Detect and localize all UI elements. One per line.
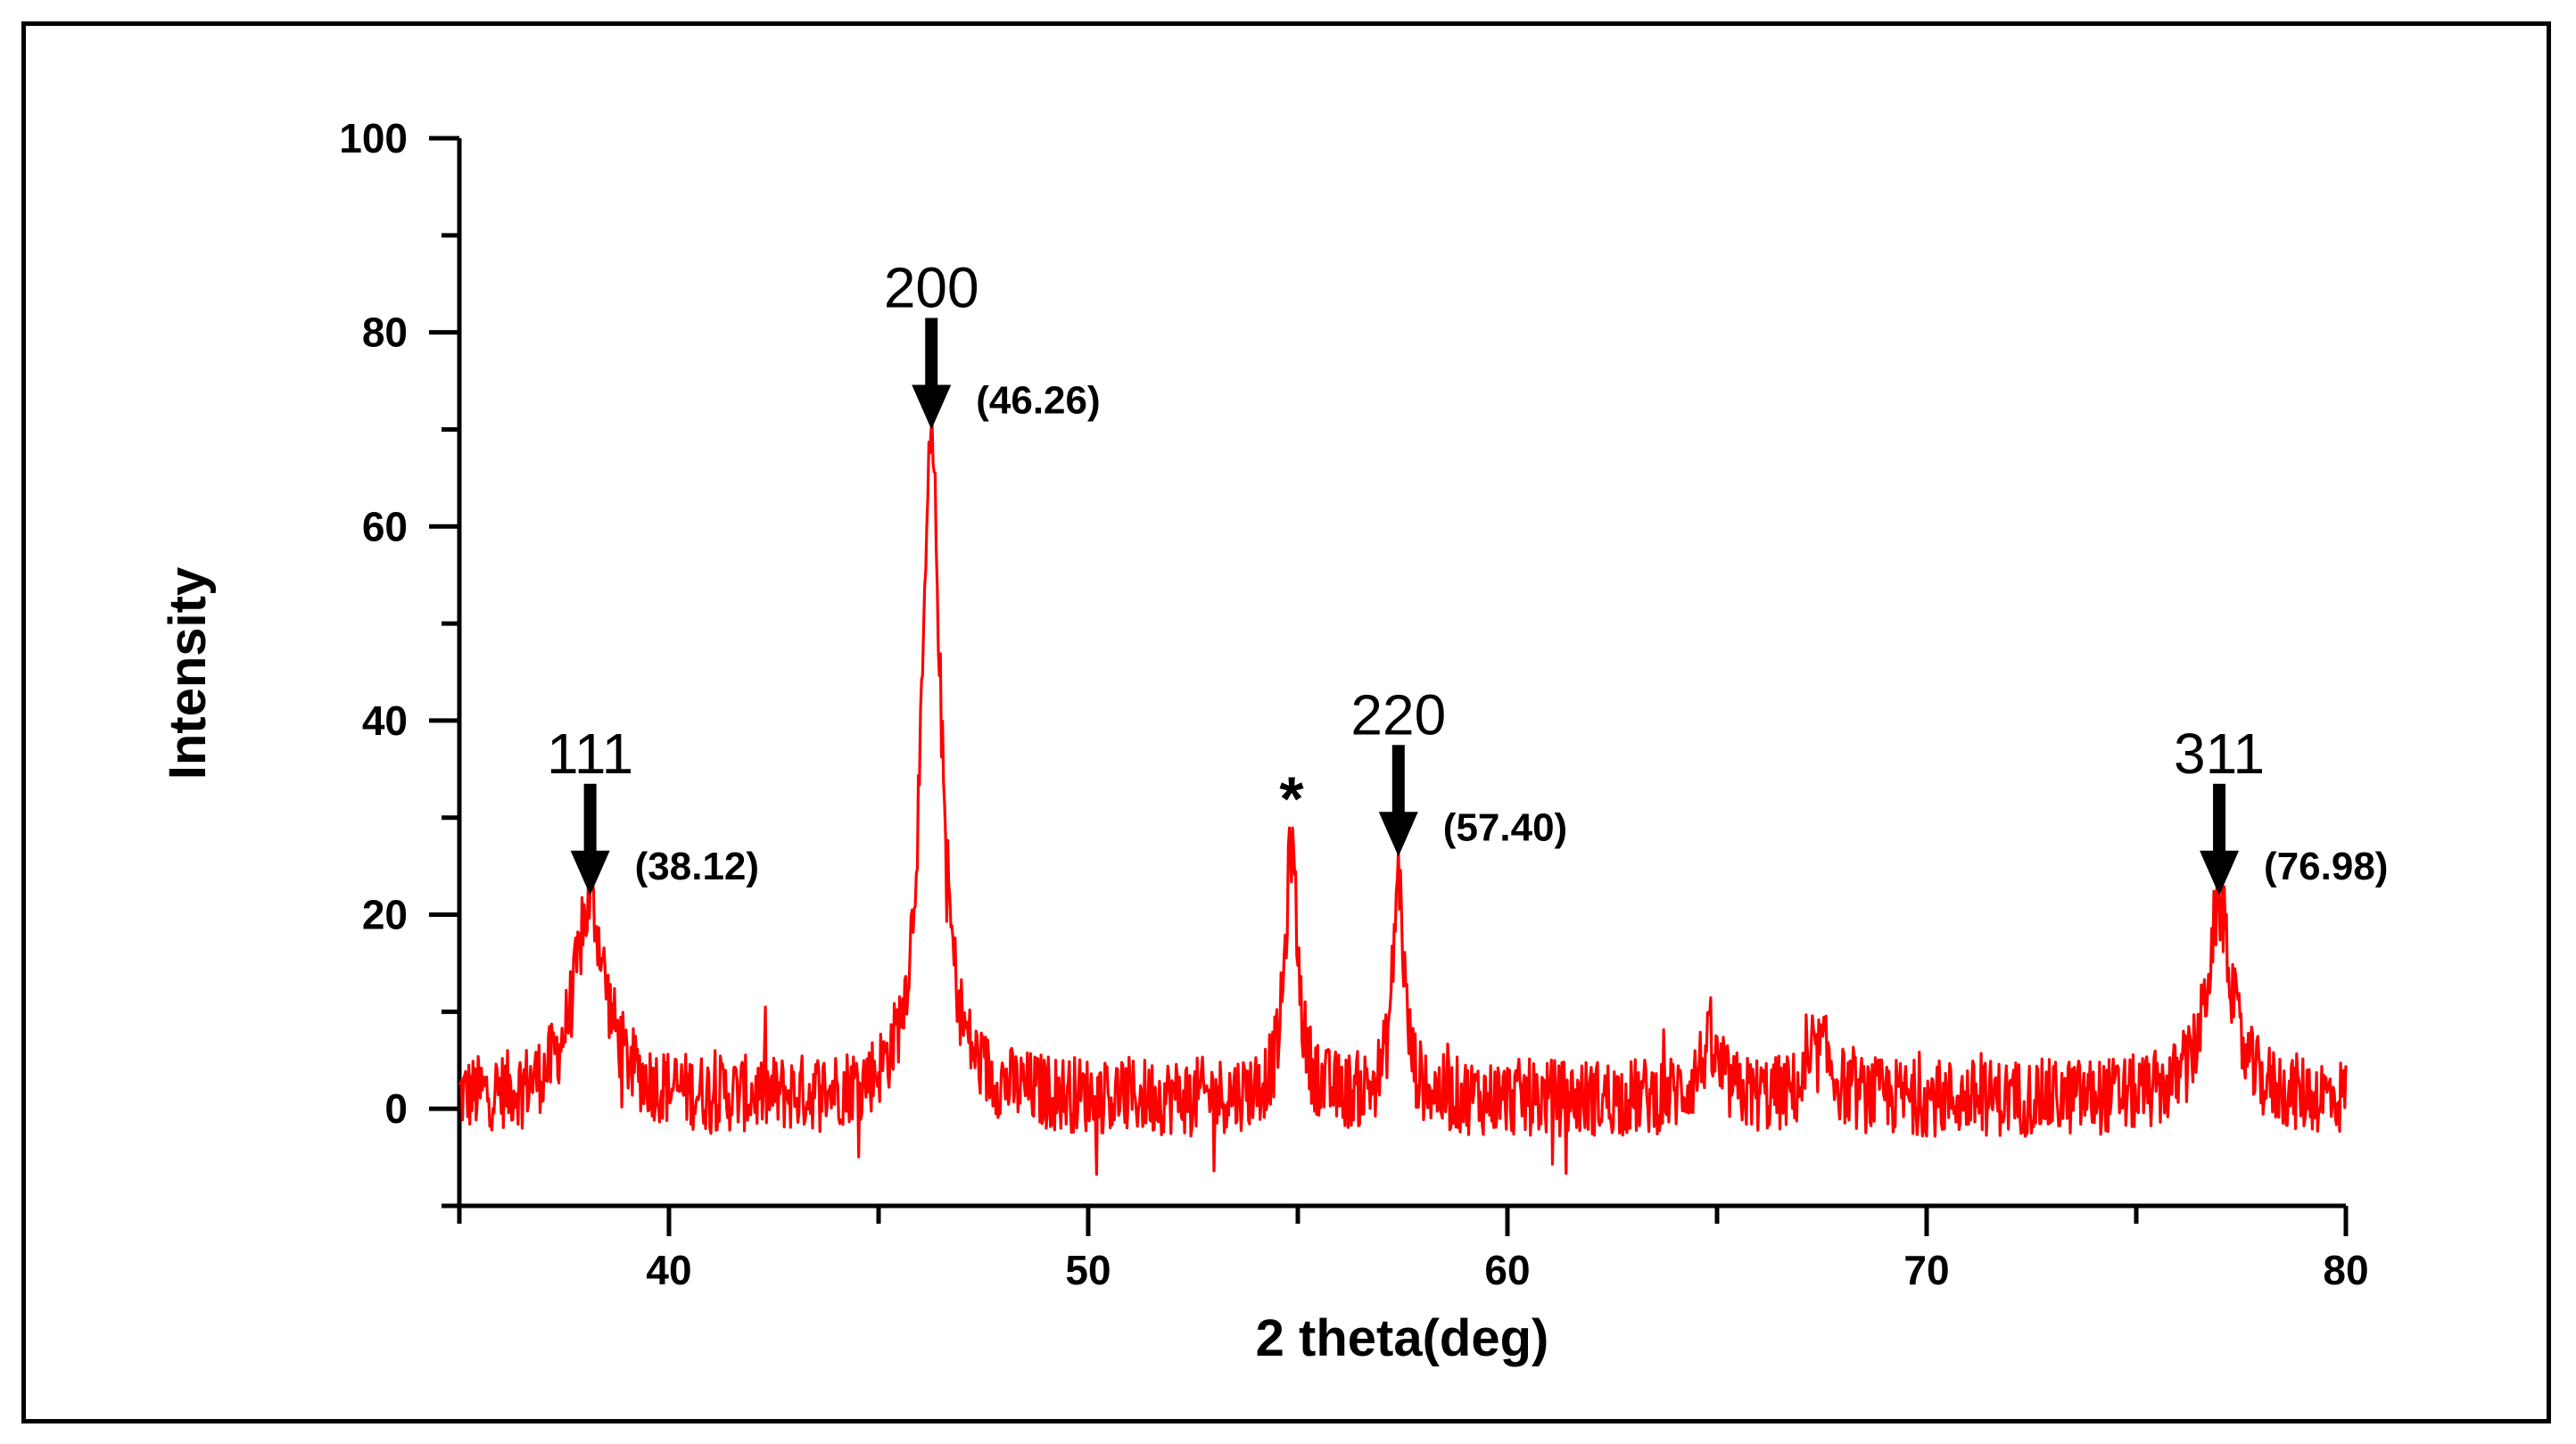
x-tick-label: 60: [1484, 1247, 1530, 1293]
peak-arrow-shaft: [2213, 783, 2226, 855]
series-layer: [458, 417, 2348, 1176]
peak-hkl-label: 111: [547, 722, 633, 786]
peak-hkl-label: 200: [884, 255, 979, 319]
peak-arrow-head: [1378, 812, 1418, 857]
peak-star-label: *: [1279, 764, 1304, 834]
peak-arrow-shaft: [1391, 745, 1405, 817]
annotation-layer: 111 (38.12) 200 (46.26) * 220 (57.40) 311 (76.98…: [547, 255, 2388, 895]
x-axis-title: 2 theta(deg): [1256, 1309, 1549, 1367]
peak-arrow-head: [2200, 850, 2240, 895]
x-tick-label: 70: [1903, 1247, 1949, 1293]
peak-position-label: (76.98): [2264, 845, 2388, 888]
peak-arrow-head: [912, 384, 952, 430]
peak-hkl-label: 311: [2174, 722, 2265, 786]
peak-arrow-shaft: [583, 783, 597, 855]
peak-position-label: (46.26): [976, 378, 1100, 422]
peak-position-label: (38.12): [635, 845, 759, 888]
peak-arrow-head: [570, 850, 610, 895]
x-tick-label: 80: [2323, 1247, 2368, 1293]
y-tick-label: 20: [362, 892, 408, 938]
y-tick-label: 100: [339, 115, 408, 161]
peak-arrow-shaft: [925, 318, 938, 390]
peak-hkl-label: 220: [1350, 682, 1446, 747]
y-tick-label: 0: [384, 1085, 408, 1132]
y-tick-label: 60: [362, 503, 408, 549]
x-tick-label: 40: [646, 1247, 691, 1293]
axes: 0 20 40 60 80 100 40 50 60 70 80: [339, 115, 2368, 1293]
y-tick-label: 40: [362, 697, 408, 744]
y-axis-title: Intensity: [159, 567, 217, 780]
y-tick-label: 80: [362, 309, 408, 356]
x-tick-label: 50: [1065, 1247, 1110, 1293]
xrd-series-line: [458, 417, 2348, 1176]
peak-position-label: (57.40): [1443, 805, 1567, 849]
